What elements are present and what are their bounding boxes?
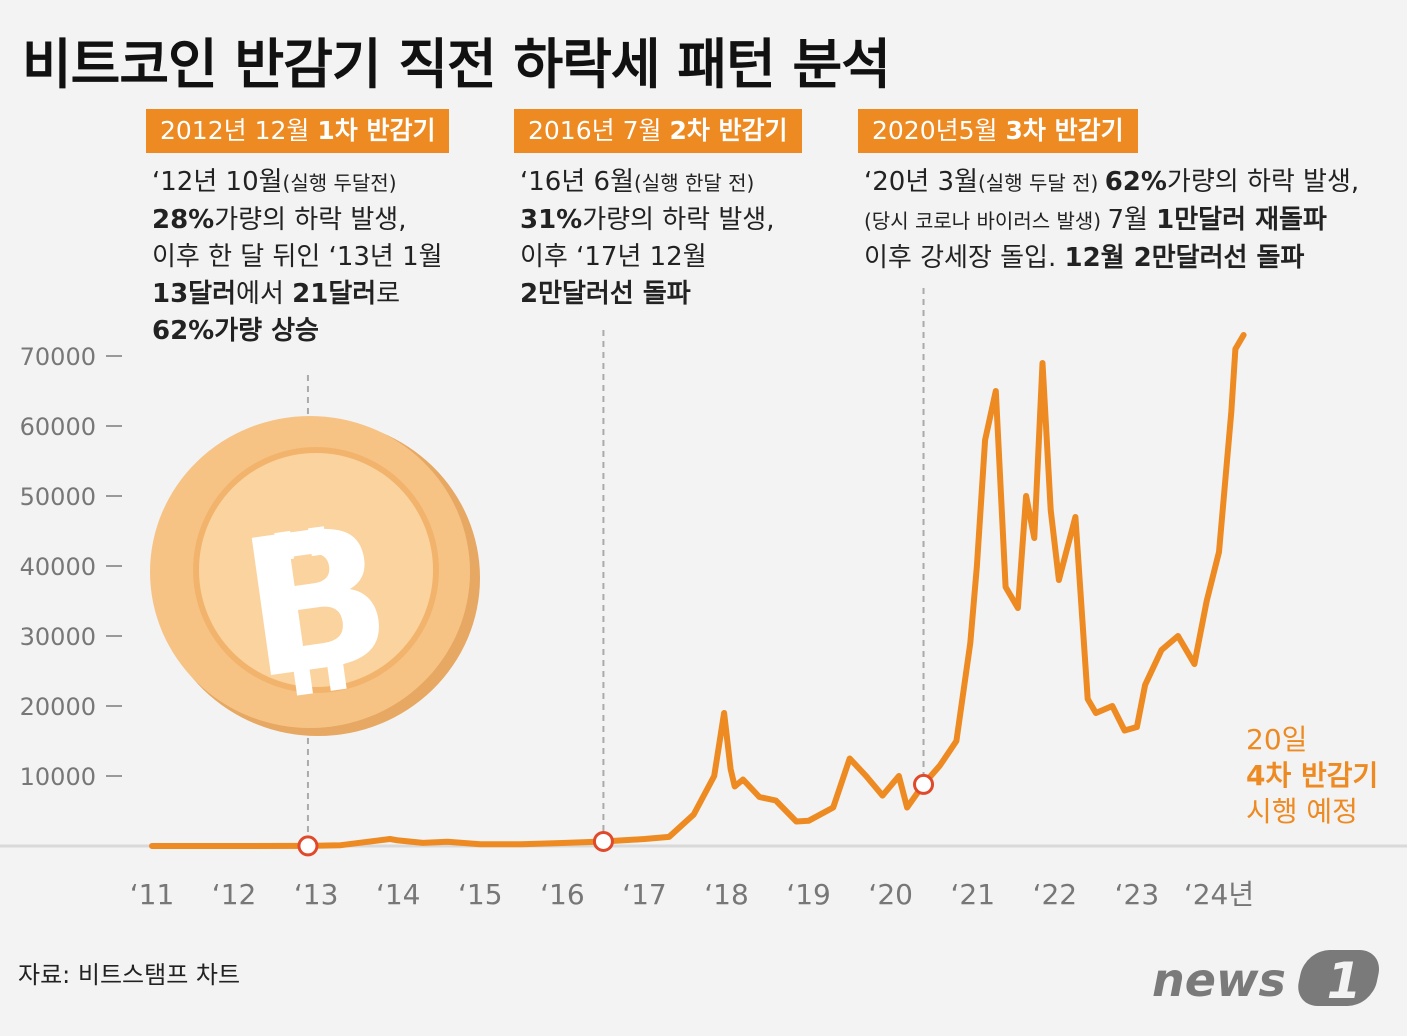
x-tick-label: ‘18 — [704, 878, 749, 911]
halving-marker-point — [297, 835, 319, 857]
x-tick-label: ‘21 — [951, 878, 996, 911]
note-line: 이후 한 달 뒤인 ‘13년 1월 — [152, 239, 443, 276]
source-credit: 자료: 비트스탬프 차트 — [18, 961, 241, 989]
note-text: (실행 두달전) — [282, 171, 397, 195]
note-text: 이후 강세장 돌입. — [864, 243, 1065, 273]
halving-note-1: ‘12년 10월(실행 두달전) 28%가량의 하락 발생, 이후 한 달 뒤인 ‘… — [152, 164, 443, 350]
note-line: 2만달러선 돌파 — [520, 276, 774, 313]
halving-markers — [297, 773, 935, 857]
y-axis: 10000 20000 30000 40000 50000 60000 70000 — [20, 343, 122, 791]
note-text: ‘20년 3월 — [864, 167, 978, 197]
x-tick-label: ‘16 — [540, 878, 585, 911]
halving-label-2-name: 2차 반감기 — [669, 116, 788, 145]
x-tick-label: ‘12 — [212, 878, 257, 911]
x-tick-label: ‘24년 — [1184, 878, 1254, 911]
x-tick-label: ‘22 — [1033, 878, 1078, 911]
fourth-halving-date: 20일 — [1246, 723, 1308, 756]
note-text: 13달러 — [152, 279, 237, 309]
x-tick-label: ‘14 — [376, 878, 421, 911]
note-line: 13달러에서 21달러로 — [152, 276, 443, 313]
note-line: ‘16년 6월(실행 한달 전) — [520, 164, 774, 202]
note-text: 31% — [520, 205, 583, 235]
x-axis: ‘11 ‘12 ‘13 ‘14 ‘15 ‘16 ‘17 ‘18 ‘19 ‘20 ‘21 ‘22 ‘23 ‘… — [130, 878, 1254, 911]
note-text: (실행 두달 전) — [978, 171, 1105, 195]
note-text: 가량의 하락 발생, — [214, 205, 407, 235]
note-text: 이후 한 달 뒤인 ‘13년 1월 — [152, 242, 443, 272]
note-text: 1만달러 재돌파 — [1156, 205, 1327, 235]
y-tick-label: 30000 — [20, 623, 96, 651]
halving-note-2: ‘16년 6월(실행 한달 전) 31%가량의 하락 발생, 이후 ‘17년 12월… — [520, 164, 774, 313]
note-text: ‘16년 6월 — [520, 167, 634, 197]
halving-label-2-date: 2016년 7월 — [528, 116, 670, 145]
note-line: 이후 ‘17년 12월 — [520, 239, 774, 276]
bitcoin-coin-icon: B — [150, 416, 480, 736]
x-tick-label: ‘11 — [130, 878, 175, 911]
note-text: 62% — [152, 316, 215, 346]
x-tick-label: ‘13 — [294, 878, 339, 911]
halving-marker-point — [592, 830, 614, 852]
y-tick-label: 50000 — [20, 483, 96, 511]
news1-logo-text: news — [1152, 953, 1286, 1007]
note-text: 12월 2만달러선 돌파 — [1064, 243, 1305, 273]
halving-label-1-date: 2012년 12월 — [160, 116, 318, 145]
x-tick-label: ‘23 — [1115, 878, 1160, 911]
note-text: (실행 한달 전) — [634, 171, 755, 195]
note-line: ‘12년 10월(실행 두달전) — [152, 164, 443, 202]
note-text: 21달러 — [292, 279, 377, 309]
note-text: 이후 ‘17년 12월 — [520, 242, 707, 272]
note-text: 가량 상승 — [214, 316, 319, 346]
note-line: 62%가량 상승 — [152, 313, 443, 350]
halving-label-3-name: 3차 반감기 — [1005, 116, 1124, 145]
x-tick-label: ‘20 — [868, 878, 913, 911]
fourth-halving-title: 4차 반감기 — [1246, 759, 1379, 792]
note-text: (당시 코로나 바이러스 발생) — [864, 209, 1108, 233]
note-text: 2만달러선 돌파 — [520, 279, 691, 309]
news1-logo: news 1 — [1152, 950, 1380, 1008]
news1-logo-mark: 1 — [1327, 952, 1362, 1008]
note-text: 62% — [1104, 167, 1167, 197]
note-line: (당시 코로나 바이러스 발생) 7월 1만달러 재돌파 — [864, 202, 1359, 240]
halving-marker-point — [913, 773, 935, 795]
x-tick-label: ‘17 — [622, 878, 667, 911]
svg-text:B: B — [229, 483, 403, 722]
fourth-halving-status: 시행 예정 — [1246, 795, 1358, 828]
halving-note-3: ‘20년 3월(실행 두달 전) 62%가량의 하락 발생, (당시 코로나 바이… — [864, 164, 1359, 277]
x-tick-label: ‘19 — [786, 878, 831, 911]
note-line: 31%가량의 하락 발생, — [520, 202, 774, 239]
bitcoin-symbol: B — [229, 483, 403, 722]
page-title: 비트코인 반감기 직전 하락세 패턴 분석 — [22, 33, 891, 96]
y-tick-label: 40000 — [20, 553, 96, 581]
y-tick-label: 70000 — [20, 343, 96, 371]
x-tick-label: ‘15 — [458, 878, 503, 911]
note-text: ‘12년 10월 — [152, 167, 283, 197]
note-text: 7월 — [1107, 205, 1157, 235]
y-tick-label: 20000 — [20, 693, 96, 721]
note-line: 이후 강세장 돌입. 12월 2만달러선 돌파 — [864, 240, 1359, 277]
note-line: 28%가량의 하락 발생, — [152, 202, 443, 239]
note-line: ‘20년 3월(실행 두달 전) 62%가량의 하락 발생, — [864, 164, 1359, 202]
note-text: 28% — [152, 205, 215, 235]
note-text: 가량의 하락 발생, — [582, 205, 775, 235]
fourth-halving-note: 20일 4차 반감기 시행 예정 — [1246, 722, 1378, 830]
y-tick-label: 10000 — [20, 763, 96, 791]
halving-label-3-date: 2020년5월 — [872, 116, 1006, 145]
price-series-line — [149, 332, 1247, 849]
halving-label-3: 2020년5월 3차 반감기 — [858, 109, 1138, 153]
halving-label-2: 2016년 7월 2차 반감기 — [514, 109, 802, 153]
note-text: 가량의 하락 발생, — [1166, 167, 1360, 197]
y-tick-label: 60000 — [20, 413, 96, 441]
note-text: 에서 — [236, 279, 293, 309]
halving-label-1: 2012년 12월 1차 반감기 — [146, 109, 450, 153]
halving-label-1-name: 1차 반감기 — [317, 116, 436, 145]
note-text: 로 — [376, 279, 401, 309]
